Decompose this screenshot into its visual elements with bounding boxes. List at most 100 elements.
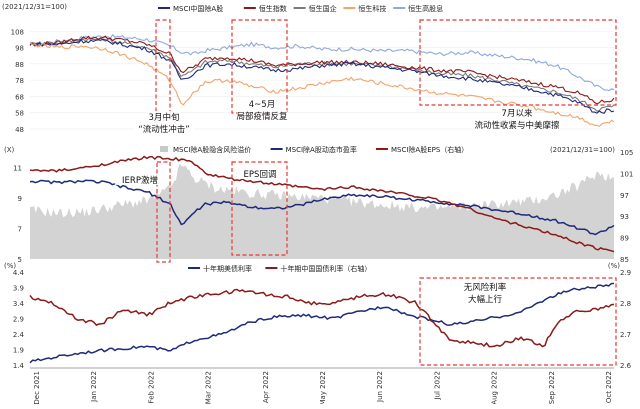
- x-tick-label: Feb 2022: [147, 371, 155, 403]
- annotation-bg: [114, 174, 166, 185]
- x-tick-label: Sep 2022: [548, 371, 556, 404]
- panel2-right-unit: (2021/12/31=100): [550, 146, 615, 154]
- annotation-bg: [500, 107, 534, 118]
- y-tick-label-left: 3.9: [13, 285, 24, 293]
- x-tick-label: May 2022: [319, 371, 327, 404]
- y-tick-label-right: 2.6: [620, 362, 632, 370]
- p3-legend-item: 十年期中国国债利率（右轴）: [265, 264, 371, 273]
- y-tick-label-left: 9: [18, 195, 22, 203]
- y-tick-label-right: 2.7: [620, 331, 631, 339]
- y-tick-label-left: 11: [13, 164, 22, 172]
- annotation-bg: [245, 98, 279, 109]
- annotation-box: [419, 19, 617, 106]
- series-line: [29, 35, 615, 105]
- panel2-series-lines: [29, 155, 615, 253]
- y-tick-label-right: 2.9: [620, 269, 631, 277]
- series-line: [29, 38, 615, 114]
- panel2-risk-premium-area: [30, 163, 614, 259]
- p1-legend-item: 恒生国企: [293, 4, 337, 13]
- legend-label: 恒生国企: [309, 4, 337, 13]
- legend-label: MSCI中国除A股: [173, 4, 223, 13]
- annotation-bg: [147, 111, 181, 122]
- p2-legend-item: MSCI除A股EPS（右轴）: [376, 145, 468, 154]
- x-tick-label: Aug 2022: [491, 371, 499, 404]
- series-line: [29, 42, 615, 128]
- annotation-text: 4~5月: [249, 100, 275, 110]
- panel-valuation: (X) (2021/12/31=100) 1197510510197938985…: [4, 145, 633, 264]
- legend-label: MSCI除A股隐含风险溢价: [173, 145, 251, 154]
- annotation-text: 3月中旬: [149, 112, 180, 123]
- annotation-box: [156, 161, 171, 263]
- panel3-y-ticks: 4.4 3.9 3.4 2.9 2.4 1.9 1.4 2.9 2.8 2.7 2.6: [13, 269, 632, 370]
- y-tick-label-left: 5: [18, 256, 22, 264]
- p1-legend-item: 恒生高股息: [393, 4, 443, 13]
- annotation-text: 局部疫情反复: [236, 111, 288, 122]
- legend-label: 恒生高股息: [408, 4, 443, 13]
- legend-label: MSCI除A股动态市盈率: [286, 145, 357, 154]
- p1-legend-item: 恒生指数: [243, 4, 287, 13]
- y-tick-label: 108: [11, 28, 24, 36]
- panel2-left-unit: (X): [4, 146, 15, 154]
- annotation-bg: [464, 281, 506, 292]
- panel-bond-yields: (%) (%) 4.4 3.9 3.4 2.9 2.4 1.9 1.4 2.9 2.8 2.7 2.…: [4, 262, 632, 406]
- annotation-bg: [239, 168, 281, 179]
- x-tick-label: Oct 2022: [605, 371, 613, 403]
- series-line: [29, 36, 615, 112]
- x-tick-label: Mar 2022: [205, 371, 213, 404]
- series-line: [29, 282, 615, 364]
- x-tick-label: Jul 2022: [433, 371, 441, 401]
- y-tick-label-left: 1.4: [13, 362, 25, 370]
- legend-label: 十年期美债利率: [203, 264, 252, 273]
- panel-index-performance: (2021/12/31=100) 108 98 88 78 68 58 48 MSCI中国除…: [2, 1, 617, 135]
- legend-swatch: [160, 146, 168, 152]
- y-tick-label: 68: [15, 93, 24, 101]
- y-tick-label-left: 7: [18, 225, 22, 233]
- p2-legend-item: MSCI除A股隐含风险溢价: [160, 145, 251, 154]
- y-tick-label-right: 89: [620, 235, 629, 243]
- series-line: [29, 288, 615, 348]
- y-tick-label-right: 101: [620, 170, 633, 178]
- x-tick-label: Apr 2022: [262, 371, 270, 403]
- annotation-bg: [236, 110, 288, 121]
- y-tick-label-right: 85: [620, 256, 629, 264]
- x-tick-label: Dec 2021: [33, 371, 41, 404]
- annotation-box: [419, 277, 617, 366]
- panel1-unit-label: (2021/12/31=100): [2, 3, 67, 11]
- annotation-box: [231, 161, 288, 256]
- p1-legend-item: MSCI中国除A股: [158, 4, 223, 13]
- annotation-bg: [468, 293, 502, 304]
- risk-premium-area: [30, 163, 614, 259]
- x-tick-label: Jun 2022: [376, 371, 384, 403]
- annotation-box: [155, 19, 171, 121]
- annotation-text: 无风险利率: [464, 282, 507, 293]
- y-tick-label-right: 2.8: [620, 300, 631, 308]
- legend-label: 恒生科技: [358, 4, 386, 13]
- panel3-legend: 十年期美债利率 十年期中国国债利率（右轴）: [188, 264, 371, 273]
- y-tick-label-left: 1.9: [13, 347, 24, 355]
- annotation-text: 流动性收紧与中美摩擦: [474, 120, 560, 131]
- y-tick-label-right: 97: [620, 192, 629, 200]
- y-tick-label-left: 3.4: [13, 300, 25, 308]
- y-tick-label: 48: [15, 126, 24, 134]
- annotation-bg: [475, 119, 559, 130]
- y-tick-label: 98: [15, 45, 24, 53]
- y-tick-label: 58: [15, 110, 24, 118]
- y-tick-label-right: 93: [620, 213, 629, 221]
- panel3-series-lines: [29, 282, 615, 364]
- panel1-series-lines: [29, 33, 615, 128]
- legend-label: 十年期中国国债利率（右轴）: [280, 264, 371, 273]
- annotation-text: “流动性冲击”: [138, 124, 189, 135]
- series-line: [29, 155, 615, 253]
- y-tick-label-right: 105: [620, 149, 633, 157]
- legend-label: MSCI除A股EPS（右轴）: [391, 145, 468, 154]
- annotation-text: IERP激增: [122, 175, 158, 186]
- panel3-right-unit: (%): [608, 262, 620, 270]
- y-tick-label: 78: [15, 77, 24, 85]
- y-tick-label-left: 2.4: [13, 331, 25, 339]
- y-tick-label-left: 4.4: [13, 269, 25, 277]
